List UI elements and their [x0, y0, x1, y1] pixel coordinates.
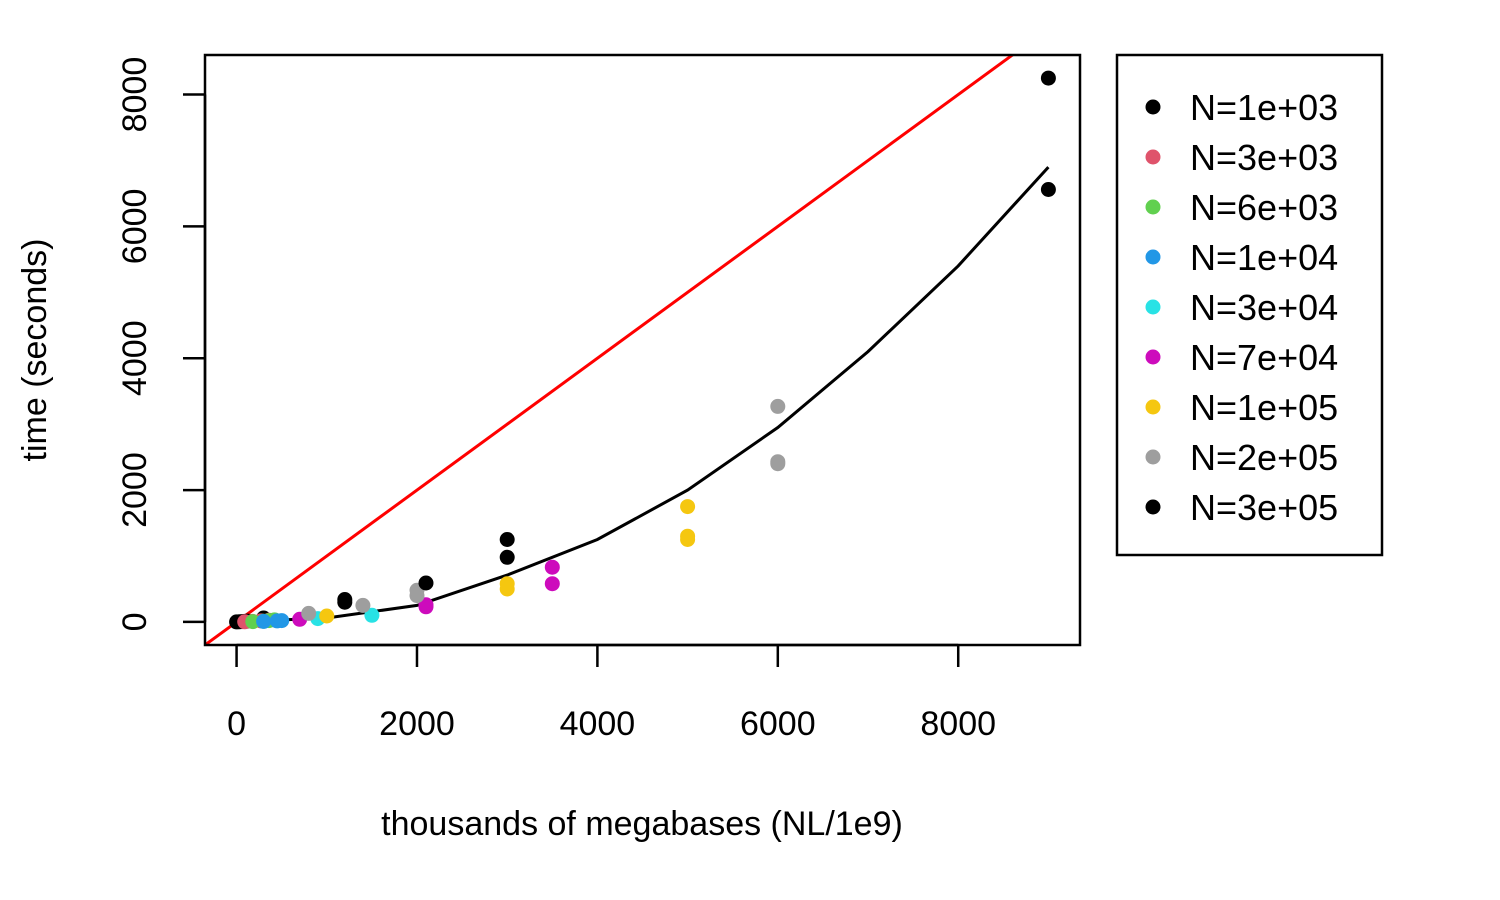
legend-label: N=1e+05: [1190, 387, 1338, 428]
legend-marker: [1145, 149, 1161, 165]
y-tick-label: 2000: [116, 452, 154, 528]
data-point-series-8: [770, 398, 786, 414]
x-tick-label: 8000: [920, 705, 996, 743]
x-tick-label: 2000: [379, 705, 455, 743]
legend-marker: [1145, 499, 1161, 515]
data-point-series-1: [1040, 182, 1056, 197]
legend-marker: [1145, 449, 1161, 465]
legend-marker: [1145, 399, 1161, 415]
legend-marker: [1145, 199, 1161, 215]
legend-label: N=3e+05: [1190, 487, 1338, 528]
y-axis-title: time (seconds): [16, 239, 54, 462]
data-point-series-1: [1040, 70, 1056, 86]
identity-line: [205, 55, 1015, 645]
data-point-series-7: [499, 576, 515, 592]
legend-box: [1115, 53, 1384, 557]
plot-frame: [203, 53, 1082, 647]
data-point-series-3: [245, 614, 261, 630]
x-axis-title: thousands of megabases (NL/1e9): [381, 805, 903, 843]
legend-marker: [1145, 299, 1161, 315]
legend-label: N=1e+04: [1190, 237, 1338, 278]
data-point-series-5: [364, 607, 380, 623]
plot-layer: [205, 55, 1056, 645]
x-tick-label: 4000: [560, 705, 636, 743]
data-point-series-8: [355, 597, 371, 613]
y-tick-label: 8000: [116, 57, 154, 133]
data-point-series-4: [256, 613, 272, 629]
x-tick-label: 0: [227, 705, 246, 743]
legend-label: N=6e+03: [1190, 187, 1338, 228]
data-point-series-6: [418, 597, 434, 613]
legend-label: N=2e+05: [1190, 437, 1338, 478]
legend-marker: [1145, 349, 1161, 365]
legend: N=1e+03 N=3e+03 N=6e+03 N=1e+04 N=3e+04 N=7e+…: [1115, 53, 1384, 557]
data-point-series-9: [418, 575, 434, 591]
x-tick-label: 6000: [740, 705, 816, 743]
data-point-series-9: [499, 549, 515, 565]
data-point-series-7: [319, 608, 335, 624]
y-tick-label: 0: [116, 612, 154, 631]
legend-marker: [1145, 99, 1161, 115]
legend-label: N=3e+03: [1190, 137, 1338, 178]
y-tick-label: 6000: [116, 189, 154, 265]
data-point-series-7: [680, 499, 696, 515]
legend-label: N=1e+03: [1190, 87, 1338, 128]
fit-curve: [236, 166, 1050, 624]
data-point-series-9: [337, 592, 353, 607]
data-point-series-6: [544, 576, 560, 592]
data-point-series-6: [544, 559, 560, 575]
legend-marker: [1145, 249, 1161, 265]
axes-layer: 0 2000 4000 6000 8000 0 2000 4000 6000 8000: [116, 53, 1082, 743]
data-point-series-9: [499, 532, 515, 547]
data-point-series-8: [770, 454, 786, 470]
data-point-series-4: [274, 613, 290, 629]
y-tick-label: 4000: [116, 320, 154, 396]
legend-label: N=3e+04: [1190, 287, 1338, 328]
data-point-series-8: [301, 605, 317, 621]
data-point-series-7: [680, 528, 696, 544]
legend-label: N=7e+04: [1190, 337, 1338, 378]
